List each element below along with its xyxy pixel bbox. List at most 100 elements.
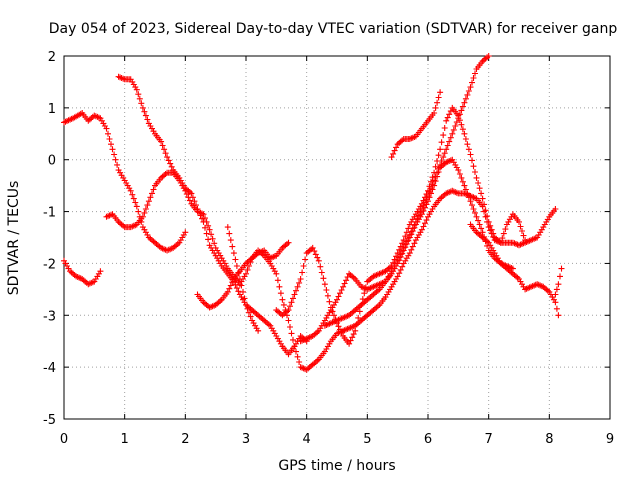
data-point [318,330,320,332]
data-point [348,343,350,345]
x-tick-labels: 0 1 2 3 4 5 6 7 8 9 [60,56,614,447]
data-point [136,205,138,208]
data-point [287,319,290,322]
data-point [311,247,314,249]
data-point [123,78,126,81]
data-point [557,283,560,285]
data-point [105,127,108,130]
data-point [87,120,90,122]
x-tick-label: 5 [363,432,371,447]
data-point [336,332,338,335]
data-point [281,247,284,249]
data-point [366,280,369,283]
data-point [160,140,162,143]
data-point [402,262,405,265]
data-point [554,208,557,210]
data-point [396,260,399,262]
series-track-12 [552,265,565,298]
data-point [257,252,259,254]
data-point [81,278,83,280]
data-point [263,249,266,252]
data-point [390,285,393,288]
data-point [360,285,363,288]
data-point [251,257,253,260]
series-track-2 [61,257,104,288]
data-point [81,112,83,114]
y-tick-label: -5 [43,413,56,428]
data-point [451,158,454,161]
data-point [475,68,478,70]
data-point [402,239,405,241]
data-point [445,192,448,195]
data-point [390,156,393,158]
data-point [433,184,435,187]
data-point [372,285,375,288]
data-point [487,55,490,57]
data-point [415,213,417,215]
data-point [396,143,399,145]
data-point [287,309,290,311]
data-point [518,221,520,223]
data-point [330,340,332,343]
data-point [257,330,259,332]
data-point [336,298,338,301]
data-point [366,314,369,317]
x-tick-label: 2 [181,432,189,447]
data-point [154,184,156,187]
data-point [421,202,423,205]
data-point [433,205,435,208]
data-point [372,275,375,278]
data-point [518,278,520,280]
data-point [360,319,363,322]
data-point [396,252,399,254]
data-point [172,171,174,174]
data-point [275,309,278,311]
data-point [117,75,120,78]
data-point [275,254,278,257]
data-point [281,345,284,348]
data-point [330,322,332,324]
data-point [475,231,478,234]
data-point [142,215,144,218]
data-point [220,298,223,301]
data-point [239,278,241,280]
data-point [421,208,423,210]
x-tick-label: 1 [121,432,129,447]
data-point [354,324,357,327]
data-point [536,236,538,239]
data-point [348,314,350,317]
data-point [554,301,557,304]
data-point [208,228,211,231]
data-point [202,301,205,304]
data-point [354,309,357,311]
data-point [160,177,162,179]
data-point [208,244,211,247]
data-point [63,121,65,124]
data-point [481,231,484,234]
data-point [481,205,484,208]
data-point [384,280,387,283]
data-point [463,132,466,135]
data-point [402,247,405,249]
data-point [142,226,144,228]
data-point [93,280,96,283]
series-track-10 [388,89,444,161]
data-point [214,254,217,257]
data-point [160,247,162,249]
data-point [481,197,484,200]
data-point [557,314,560,317]
data-point [396,275,399,278]
data-point [330,309,332,311]
chart-title: Day 054 of 2023, Sidereal Day-to-day VTE… [49,21,618,37]
data-point [293,345,296,348]
data-point [524,288,526,291]
data-point [372,293,375,296]
data-point [318,358,320,361]
data-point [178,179,181,182]
x-tick-label: 4 [303,432,311,447]
data-point [172,247,174,249]
data-point [475,177,478,179]
data-point [457,192,460,195]
data-point [72,117,74,120]
data-point [530,285,532,288]
